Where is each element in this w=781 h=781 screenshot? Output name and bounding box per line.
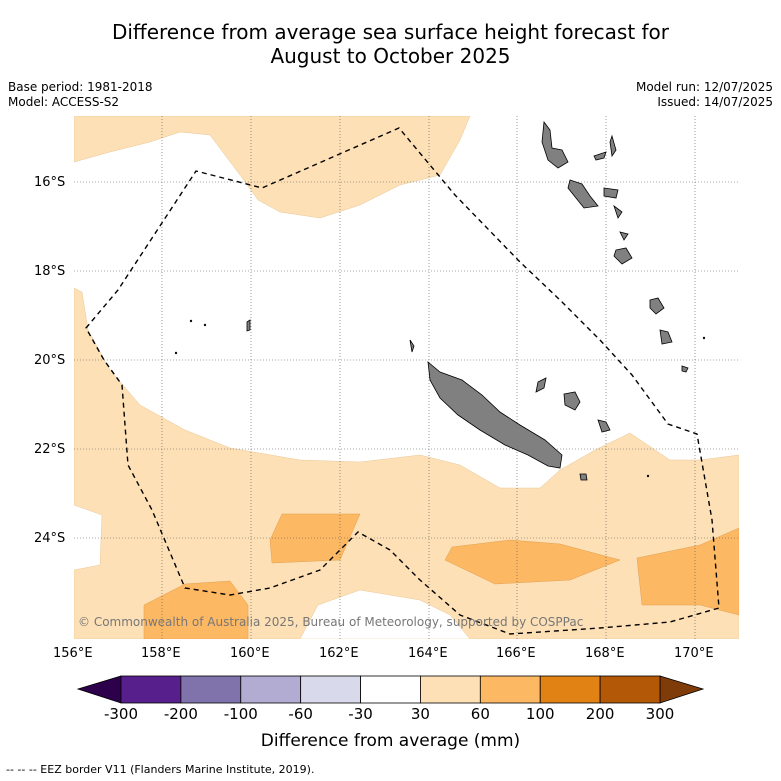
anomaly-patch-3: [444, 539, 621, 585]
title-line-2: August to October 2025: [270, 44, 511, 68]
colorbar-segment: [539, 675, 601, 704]
colorbar-tick-label: -200: [163, 705, 198, 723]
lon-label-164e: 164°E: [408, 646, 448, 661]
colorbar-segment: [300, 675, 361, 704]
footer-note: -- -- -- EEZ border V11 (Flanders Marine…: [6, 763, 315, 776]
colorbar-tick-label: 200: [585, 705, 615, 723]
colorbar-label: Difference from average (mm): [260, 731, 521, 751]
land-vanuatu: [541, 120, 689, 373]
lat-label-18s: 18°S: [34, 264, 66, 279]
colorbar: [76, 675, 705, 704]
land-small-islands: [174, 319, 706, 478]
map-area: [74, 116, 739, 639]
lat-label-16s: 16°S: [34, 175, 66, 190]
lon-label-170e: 170°E: [674, 646, 714, 661]
colorbar-segment: [360, 675, 421, 704]
base-period: Base period: 1981-2018: [8, 80, 153, 94]
anomaly-patch-2: [143, 580, 249, 639]
lat-label-24s: 24°S: [34, 531, 66, 546]
colorbar-under-arrow: [76, 675, 122, 704]
anomaly-patch-4: [636, 527, 739, 616]
issued-date: Issued: 14/07/2025: [657, 95, 773, 109]
colorbar-tick-label: 100: [525, 705, 555, 723]
graticule: [74, 116, 739, 639]
lat-label-20s: 20°S: [34, 353, 66, 368]
positive-anomaly-top: [74, 116, 471, 219]
title-line-1: Difference from average sea surface heig…: [111, 20, 670, 44]
map-title: Difference from average sea surface heig…: [0, 20, 781, 68]
copyright-notice: © Commonwealth of Australia 2025, Bureau…: [78, 615, 584, 629]
colorbar-tick-label: 30: [410, 705, 430, 723]
land-new-caledonia: [409, 339, 611, 481]
colorbar-tick-label: 300: [645, 705, 675, 723]
colorbar-segment: [120, 675, 182, 704]
colorbar-tick-label: -30: [348, 705, 373, 723]
lon-label-158e: 158°E: [141, 646, 181, 661]
colorbar-segment: [479, 675, 541, 704]
lat-label-22s: 22°S: [34, 442, 66, 457]
colorbar-segment: [240, 675, 302, 704]
meta-left: Base period: 1981-2018 Model: ACCESS-S2: [8, 80, 153, 110]
anomaly-patch-1: [269, 513, 361, 564]
colorbar-segment: [420, 675, 481, 704]
colorbar-over-arrow: [659, 675, 705, 704]
model-run: Model run: 12/07/2025: [635, 80, 773, 94]
lon-label-168e: 168°E: [585, 646, 625, 661]
lon-label-156e: 156°E: [53, 646, 93, 661]
colorbar-tick-label: -60: [288, 705, 313, 723]
lon-label-166e: 166°E: [496, 646, 536, 661]
neutral-patch-bottom: [299, 589, 471, 639]
lon-label-162e: 162°E: [319, 646, 359, 661]
colorbar-tick-label: -100: [223, 705, 258, 723]
colorbar-tick-label: -300: [103, 705, 139, 723]
colorbar-segment: [180, 675, 242, 704]
model-name: Model: ACCESS-S2: [8, 95, 120, 109]
meta-right: Model run: 12/07/2025 Issued: 14/07/2025: [636, 80, 773, 110]
eez-border: [85, 127, 720, 635]
colorbar-segment: [599, 675, 661, 704]
lon-label-160e: 160°E: [230, 646, 270, 661]
colorbar-tick-label: 60: [470, 705, 490, 723]
